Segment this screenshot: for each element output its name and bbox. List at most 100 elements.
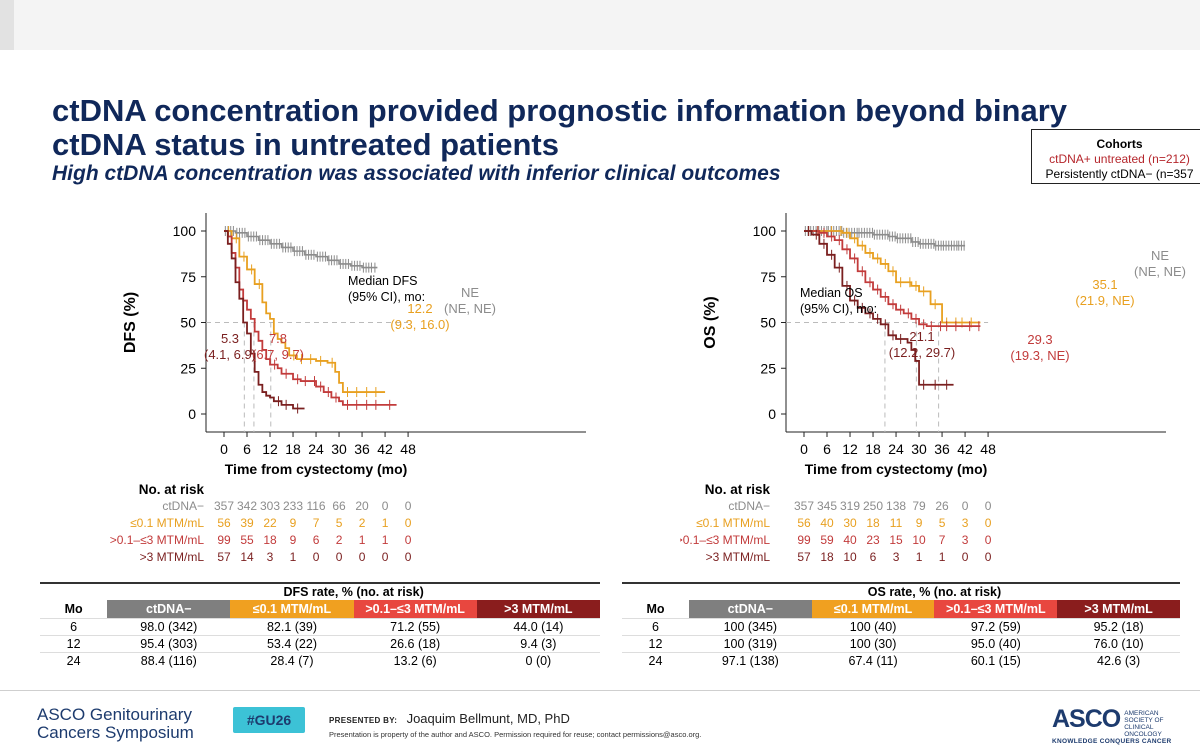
risk-value: 10 (912, 533, 926, 547)
table-cell: 24 (40, 652, 108, 669)
risk-value: 1 (916, 550, 923, 564)
risk-value: 5 (939, 516, 946, 530)
cohorts-legend-negative: Persistently ctDNA− (n=357 (1045, 167, 1194, 181)
risk-value: 0 (405, 550, 412, 564)
asco-logo-sub: AMERICAN SOCIETY OF CLINICAL ONCOLOGY (1124, 710, 1164, 738)
y-tick-label: 25 (760, 360, 776, 376)
risk-value: 6 (313, 533, 320, 547)
risk-row-label: >3 MTM/mL (706, 550, 771, 564)
risk-value: 30 (843, 516, 857, 530)
risk-value: 0 (313, 550, 320, 564)
risk-value: 6 (870, 550, 877, 564)
y-tick-label: 25 (180, 360, 196, 376)
table-header-cell: ≤0.1 MTM/mL (230, 600, 354, 619)
asco-logo-text: ASCO (1052, 705, 1121, 733)
table-cell: 0 (0) (476, 652, 600, 669)
risk-value: 20 (355, 499, 369, 513)
table-header-cell: >3 MTM/mL (476, 600, 600, 619)
km-curve-2 (224, 230, 397, 406)
x-tick-label: 6 (243, 441, 251, 457)
risk-value: 18 (866, 516, 880, 530)
y-tick-label: 50 (760, 315, 776, 331)
slide-subtitle: High ctDNA concentration was associated … (52, 162, 781, 185)
x-tick-label: 0 (800, 441, 808, 457)
y-tick-label: 0 (768, 406, 776, 422)
x-tick-label: 48 (400, 441, 416, 457)
risk-value: 56 (797, 516, 811, 530)
table-header-cell: ≤0.1 MTM/mL (811, 600, 935, 619)
median-label-line1: Median OS (800, 286, 863, 300)
table-cell: 71.2 (55) (353, 618, 477, 636)
table-cell: 95.4 (303) (107, 635, 231, 653)
risk-value: 18 (263, 533, 277, 547)
risk-value: 138 (886, 499, 906, 513)
table-cell: 95.2 (18) (1057, 618, 1180, 636)
table-cell: 100 (345) (688, 618, 812, 636)
table-header-cell: Mo (40, 600, 108, 619)
table-cell: 97.1 (138) (688, 652, 812, 669)
risk-value: 79 (912, 499, 926, 513)
table-row: 12 100 (319) 100 (30) 95.0 (40) 76.0 (10) (622, 635, 1180, 653)
y-tick-label: 75 (760, 269, 776, 285)
risk-value: 10 (843, 550, 857, 564)
risk-value: 0 (985, 533, 992, 547)
table-cell: 24 (622, 652, 689, 669)
risk-value: 0 (985, 550, 992, 564)
median-value: 7.8 (269, 331, 287, 346)
risk-value: 1 (359, 533, 366, 547)
table-row: 6 98.0 (342) 82.1 (39) 71.2 (55) 44.0 (14) (40, 618, 600, 636)
risk-value: 7 (939, 533, 946, 547)
median-value: 21.1 (909, 329, 934, 344)
risk-value: 7 (313, 516, 320, 530)
risk-value: 0 (405, 499, 412, 513)
risk-row-label: ≤0.1 MTM/mL (696, 516, 770, 530)
median-ci: (4.1, 6.9) (204, 347, 256, 362)
y-tick-label: 0 (188, 406, 196, 422)
x-tick-label: 18 (865, 441, 881, 457)
risk-value: 0 (962, 499, 969, 513)
risk-row-label: ctDNA− (162, 499, 204, 513)
table-cell: 100 (30) (811, 635, 935, 653)
top-strip (0, 0, 1200, 50)
table-cell: 76.0 (10) (1057, 635, 1180, 653)
risk-value: 57 (217, 550, 231, 564)
risk-value: 99 (217, 533, 231, 547)
table-header-cell: >0.1–≤3 MTM/mL (934, 600, 1058, 619)
table-caption-row: DFS rate, % (no. at risk) (40, 582, 600, 600)
table-header-cell: Mo (622, 600, 689, 619)
risk-value: 5 (336, 516, 343, 530)
table-cell: 60.1 (15) (934, 652, 1058, 669)
risk-value: 56 (217, 516, 231, 530)
cohorts-legend-untreated: ctDNA+ untreated (n=212) (1049, 152, 1190, 166)
table-cell: 9.4 (3) (476, 635, 600, 653)
risk-value: 1 (290, 550, 297, 564)
x-tick-label: 42 (957, 441, 973, 457)
table-cell: 42.6 (3) (1057, 652, 1180, 669)
km-curve-1 (224, 230, 386, 393)
table-row: 24 97.1 (138) 67.4 (11) 60.1 (15) 42.6 (3) (622, 652, 1180, 669)
risk-value: 9 (290, 516, 297, 530)
y-tick-label: 100 (173, 223, 197, 239)
risk-value: 14 (240, 550, 254, 564)
median-value: 5.3 (221, 331, 239, 346)
median-ci: (12.2, 29.7) (889, 345, 956, 360)
cohorts-legend-title: Cohorts (1096, 137, 1143, 151)
risk-value: 1 (939, 550, 946, 564)
risk-value: 40 (843, 533, 857, 547)
table-cell: 95.0 (40) (934, 635, 1058, 653)
risk-value: 3 (962, 533, 969, 547)
y-tick-label: 75 (180, 269, 196, 285)
x-tick-label: 24 (888, 441, 904, 457)
risk-value: 342 (237, 499, 257, 513)
slide-title: ctDNA concentration provided prognostic … (52, 93, 1068, 162)
table-header-cell: >3 MTM/mL (1057, 600, 1180, 619)
copyright-note: Presentation is property of the author a… (329, 730, 702, 739)
risk-value: 57 (797, 550, 811, 564)
risk-row-label: >0.1–≤3 MTM/mL (110, 533, 205, 547)
risk-value: 2 (336, 533, 343, 547)
risk-row-label: ≤0.1 MTM/mL (130, 516, 204, 530)
x-tick-label: 24 (308, 441, 324, 457)
footer (0, 690, 1200, 752)
table-cell: 44.0 (14) (476, 618, 600, 636)
